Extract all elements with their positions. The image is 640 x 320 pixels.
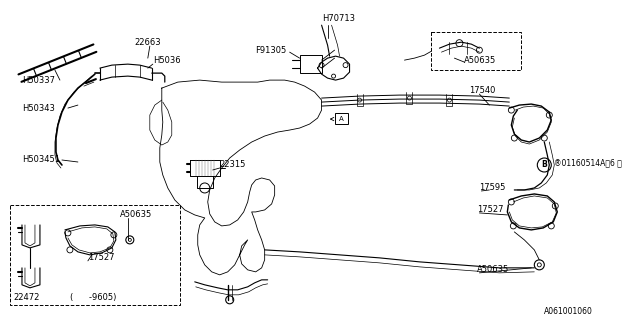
- Text: A50635: A50635: [120, 211, 152, 220]
- Bar: [10, 205, 180, 305]
- Text: H70713: H70713: [323, 14, 356, 23]
- Text: A50635: A50635: [477, 265, 509, 274]
- Text: F91305: F91305: [255, 46, 286, 55]
- Text: 22663: 22663: [135, 38, 161, 47]
- Bar: [431, 32, 522, 70]
- Bar: [300, 55, 321, 73]
- Text: 17527: 17527: [477, 205, 504, 214]
- Text: 22472: 22472: [13, 293, 39, 302]
- Text: 17595: 17595: [479, 183, 506, 192]
- Text: H50337: H50337: [22, 76, 55, 84]
- Text: A061001060: A061001060: [544, 307, 593, 316]
- Text: H503451: H503451: [22, 156, 60, 164]
- Text: 17527: 17527: [88, 253, 115, 262]
- Text: 22315: 22315: [220, 161, 246, 170]
- Bar: [335, 113, 348, 124]
- Text: A: A: [339, 116, 344, 122]
- Text: H50343: H50343: [22, 104, 55, 113]
- Text: 17540: 17540: [469, 85, 496, 95]
- Text: (      -9605): ( -9605): [70, 293, 116, 302]
- Text: H5036: H5036: [153, 56, 180, 65]
- Text: ®01160514A（6 ）: ®01160514A（6 ）: [554, 158, 622, 167]
- Text: A50635: A50635: [465, 56, 497, 65]
- Text: B: B: [541, 161, 547, 170]
